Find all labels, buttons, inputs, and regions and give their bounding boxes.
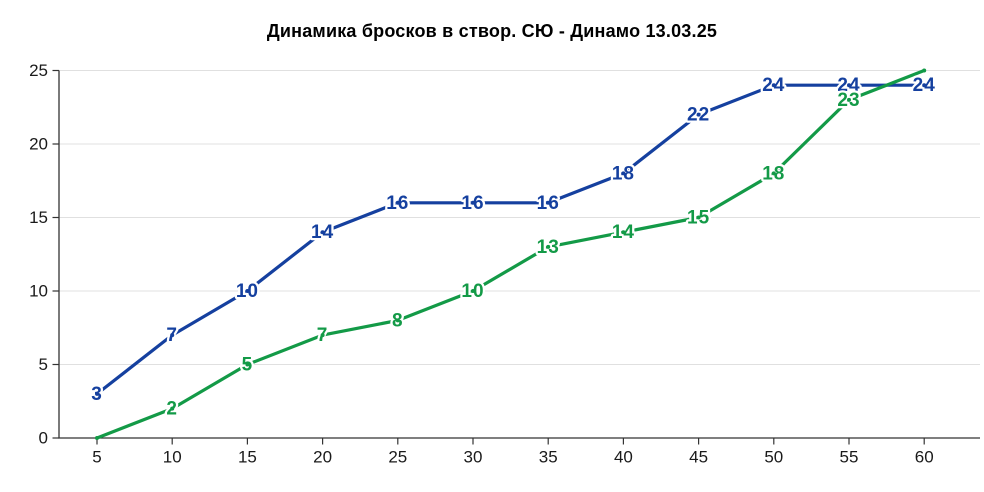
shots-green-point-marker [245, 362, 250, 367]
y-tick-label: 20 [29, 135, 48, 154]
x-tick-label: 50 [764, 448, 783, 467]
y-tick-label: 10 [29, 282, 48, 301]
shots-green-point-marker [471, 289, 475, 293]
shots-blue-point-marker [771, 83, 776, 88]
chart-title: Динамика бросков в створ. СЮ - Динамо 13… [266, 21, 718, 41]
shots-green-point-marker [395, 318, 400, 323]
y-tick-label: 15 [29, 208, 48, 227]
shots-blue-point-marker [320, 230, 325, 235]
y-tick-label: 5 [39, 355, 48, 374]
shots-blue-point-marker [696, 112, 701, 117]
shots-blue-point-marker [471, 200, 475, 205]
x-tick-label: 30 [464, 448, 483, 467]
x-tick-label: 45 [689, 448, 708, 467]
x-tick-label: 60 [915, 448, 934, 467]
shots-blue-point-marker [395, 200, 400, 205]
x-tick-label: 40 [614, 448, 633, 467]
x-tick-label: 35 [539, 448, 558, 467]
shots-green-point-marker [621, 230, 626, 235]
x-tick-label: 20 [313, 448, 332, 467]
shots-blue-point-marker [170, 333, 175, 338]
shots-green-point-marker [771, 171, 776, 176]
shots-blue-point-marker [847, 83, 851, 88]
shots-green-point-marker [546, 244, 551, 249]
shots-blue-point-marker [245, 289, 250, 293]
shots-blue-line [95, 83, 926, 396]
shots-green-line [95, 68, 926, 440]
shots-blue-point-marker [922, 83, 927, 88]
shots-blue-point-marker [546, 200, 551, 205]
shots-green-point-marker [696, 215, 701, 220]
x-tick-label: 10 [163, 448, 182, 467]
shots-green-point-marker [95, 436, 99, 440]
shots-green-point-marker [170, 406, 175, 411]
shots-blue-point-marker [95, 391, 99, 396]
axes [58, 70, 980, 439]
x-tick-label: 5 [92, 448, 101, 467]
shots-green-point-marker [847, 97, 851, 102]
shots-green-point-marker [320, 333, 325, 338]
x-tick-label: 15 [238, 448, 257, 467]
x-tick-label: 55 [840, 448, 859, 467]
x-tick-label: 25 [388, 448, 407, 467]
shots-green-point-marker [922, 68, 927, 73]
shots-blue-point-marker [621, 171, 626, 176]
y-tick-label: 25 [29, 61, 48, 80]
y-tick-label: 0 [39, 429, 48, 448]
